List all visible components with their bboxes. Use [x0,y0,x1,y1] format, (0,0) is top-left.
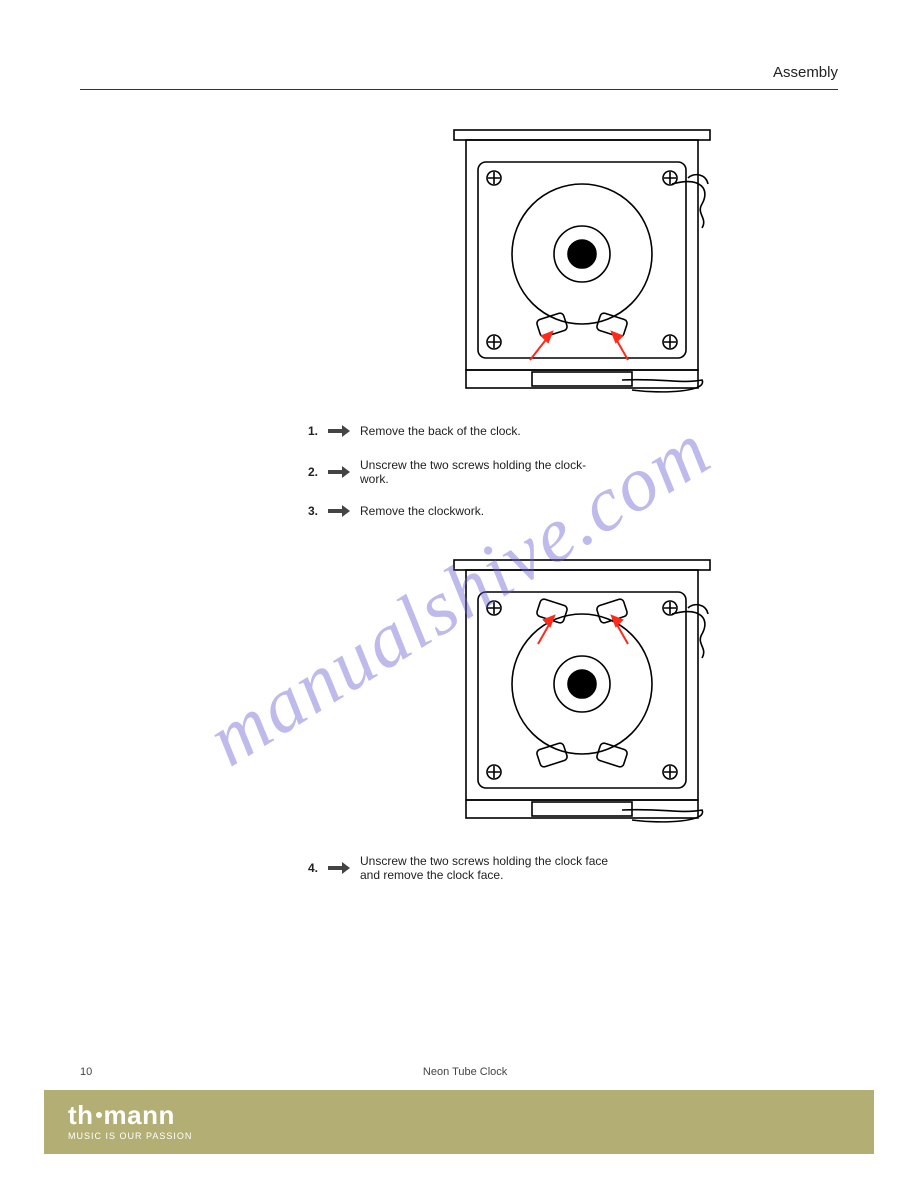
page-meta: 10 Neon Tube Clock [80,1066,838,1078]
step-text: Remove the back of the clock. [360,424,521,438]
step-2: 2. Unscrew the two screws holding the cl… [300,458,586,486]
step-text: Unscrew the two screws holding the clock… [360,854,608,882]
footer: thmann MUSIC IS OUR PASSION [44,1090,874,1154]
step-text: Unscrew the two screws holding the clock… [360,458,586,486]
header-title: Assembly [80,64,838,81]
step-3: 3. Remove the clockwork. [300,504,484,518]
footer-logo: thmann MUSIC IS OUR PASSION [68,1100,192,1141]
arrow-right-icon [328,862,350,874]
step-number: 3. [300,504,318,518]
page: Assembly [0,0,918,1188]
step-number: 4. [300,861,318,875]
arrow-right-icon [328,505,350,517]
step-1: 1. Remove the back of the clock. [300,424,521,438]
arrow-right-icon [328,466,350,478]
page-number: 10 [80,1066,92,1078]
step-number: 1. [300,424,318,438]
step-4: 4. Unscrew the two screws holding the cl… [300,854,608,882]
tagline: MUSIC IS OUR PASSION [68,1131,192,1141]
header: Assembly [80,64,838,90]
product-name: Neon Tube Clock [423,1066,507,1078]
diagram-clock-back-2 [452,558,712,828]
arrow-right-icon [328,425,350,437]
dot-icon [96,1112,102,1118]
step-number: 2. [300,465,318,479]
header-rule [80,89,838,90]
step-text: Remove the clockwork. [360,504,484,518]
diagram-clock-back-1 [452,128,712,398]
brand: thmann [68,1100,192,1131]
brand-right: mann [104,1100,175,1130]
brand-left: th [68,1100,94,1130]
